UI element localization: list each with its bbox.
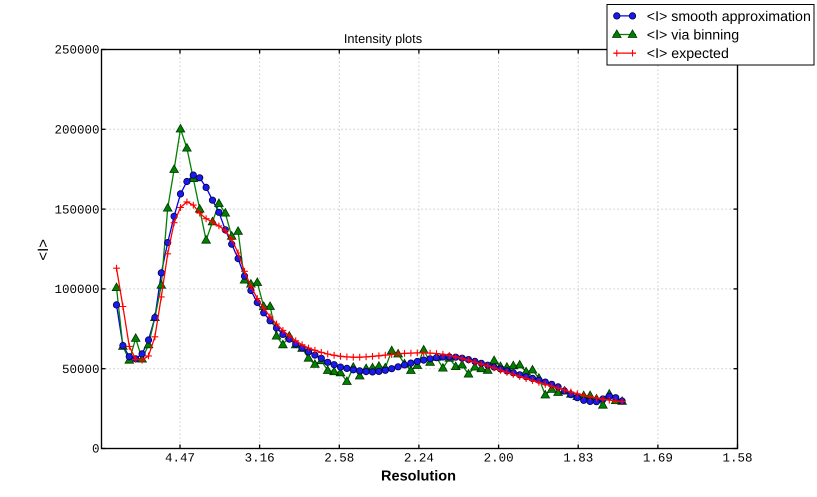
svg-text:1.83: 1.83 (563, 452, 593, 466)
svg-text:<I>: <I> (35, 239, 52, 261)
svg-text:4.47: 4.47 (165, 452, 195, 466)
svg-text:<I> via binning: <I> via binning (647, 28, 739, 44)
svg-text:Resolution: Resolution (381, 469, 456, 485)
svg-text:Intensity plots: Intensity plots (344, 31, 422, 46)
svg-text:250000: 250000 (54, 44, 99, 58)
svg-text:3.16: 3.16 (245, 452, 275, 466)
svg-text:2.00: 2.00 (484, 452, 514, 466)
svg-text:2.58: 2.58 (324, 452, 354, 466)
svg-text:2.24: 2.24 (404, 452, 434, 466)
svg-text:1.69: 1.69 (643, 452, 673, 466)
svg-text:50000: 50000 (62, 363, 100, 377)
svg-text:0: 0 (92, 443, 100, 457)
svg-text:100000: 100000 (54, 283, 99, 297)
svg-text:1.58: 1.58 (722, 452, 752, 466)
svg-text:200000: 200000 (54, 124, 99, 138)
svg-text:<I> expected: <I> expected (647, 46, 729, 62)
svg-text:150000: 150000 (54, 203, 99, 217)
svg-text:<I> smooth approximation: <I> smooth approximation (647, 9, 811, 25)
